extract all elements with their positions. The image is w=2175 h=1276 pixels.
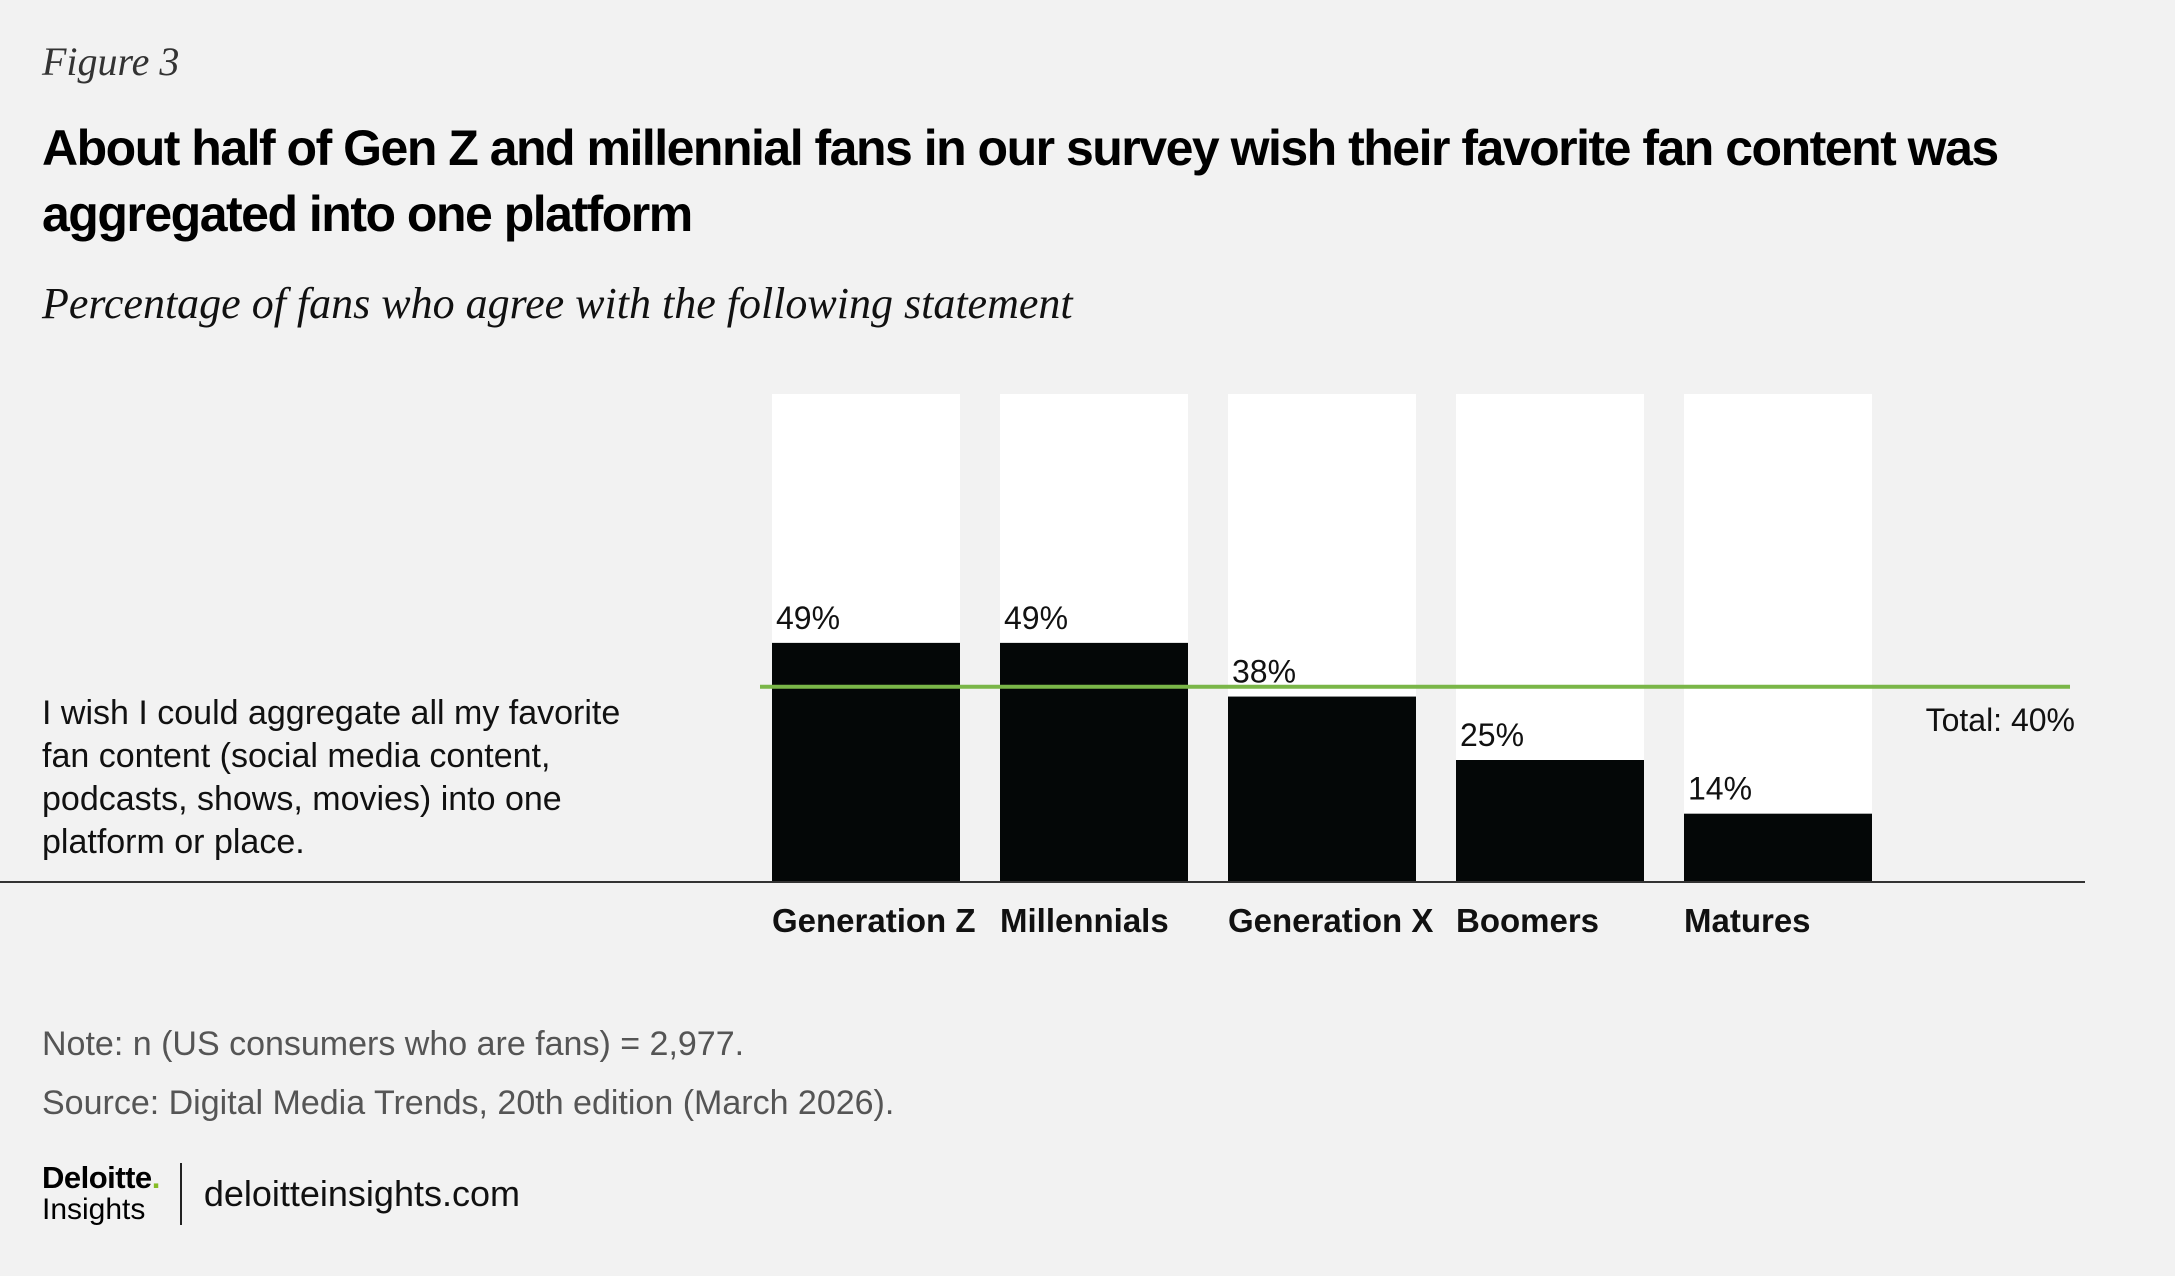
chart-title: About half of Gen Z and millennial fans … — [42, 120, 1999, 242]
brand-name: Deloitte. — [42, 1160, 161, 1195]
labels-layer: 49% Generation Z 49% Millennials 38% Generati… — [772, 600, 1811, 939]
note-text: Note: n (US consumers who are fans) = 2,… — [42, 1025, 745, 1063]
brand-sub: Insights — [42, 1193, 146, 1226]
category-label-generation-z: Generation Z — [772, 902, 976, 939]
brand-dot: . — [151, 1160, 161, 1195]
category-label-matures: Matures — [1684, 902, 1811, 939]
survey-statement: I wish I could aggregate all my favorite… — [42, 694, 621, 861]
logo-divider — [179, 1162, 182, 1225]
bars-layer — [772, 394, 1872, 882]
category-label-boomers: Boomers — [1456, 902, 1599, 939]
data-label-generation-z: 49% — [776, 600, 840, 636]
bar-matures — [1684, 813, 1872, 882]
bar-millennials — [1000, 642, 1188, 882]
data-label-millennials: 49% — [1004, 600, 1068, 636]
deloitte-logo: Deloitte. Insights deloitteinsights.com — [42, 1162, 520, 1225]
bar-generation-z — [772, 642, 960, 882]
site-link[interactable]: deloitteinsights.com — [203, 1172, 520, 1214]
data-label-generation-x: 38% — [1232, 654, 1296, 690]
total-reference-label: Total: 40% — [1926, 702, 2075, 738]
figure-label: Figure 3 — [42, 39, 180, 84]
bar-generation-x — [1228, 696, 1416, 882]
brand-lockup: Deloitte. Insights — [42, 1162, 160, 1225]
category-label-generation-x: Generation X — [1228, 902, 1433, 939]
bar-boomers — [1456, 760, 1644, 882]
data-label-matures: 14% — [1688, 771, 1752, 807]
chart-subtitle: Percentage of fans who agree with the fo… — [42, 279, 1073, 328]
bar-chart: 49% Generation Z 49% Millennials 38% Generati… — [0, 394, 2085, 939]
source-text: Source: Digital Media Trends, 20th editi… — [42, 1084, 895, 1122]
bar-track-matures — [1684, 394, 1872, 882]
data-label-boomers: 25% — [1460, 717, 1524, 753]
category-label-millennials: Millennials — [1000, 902, 1169, 939]
